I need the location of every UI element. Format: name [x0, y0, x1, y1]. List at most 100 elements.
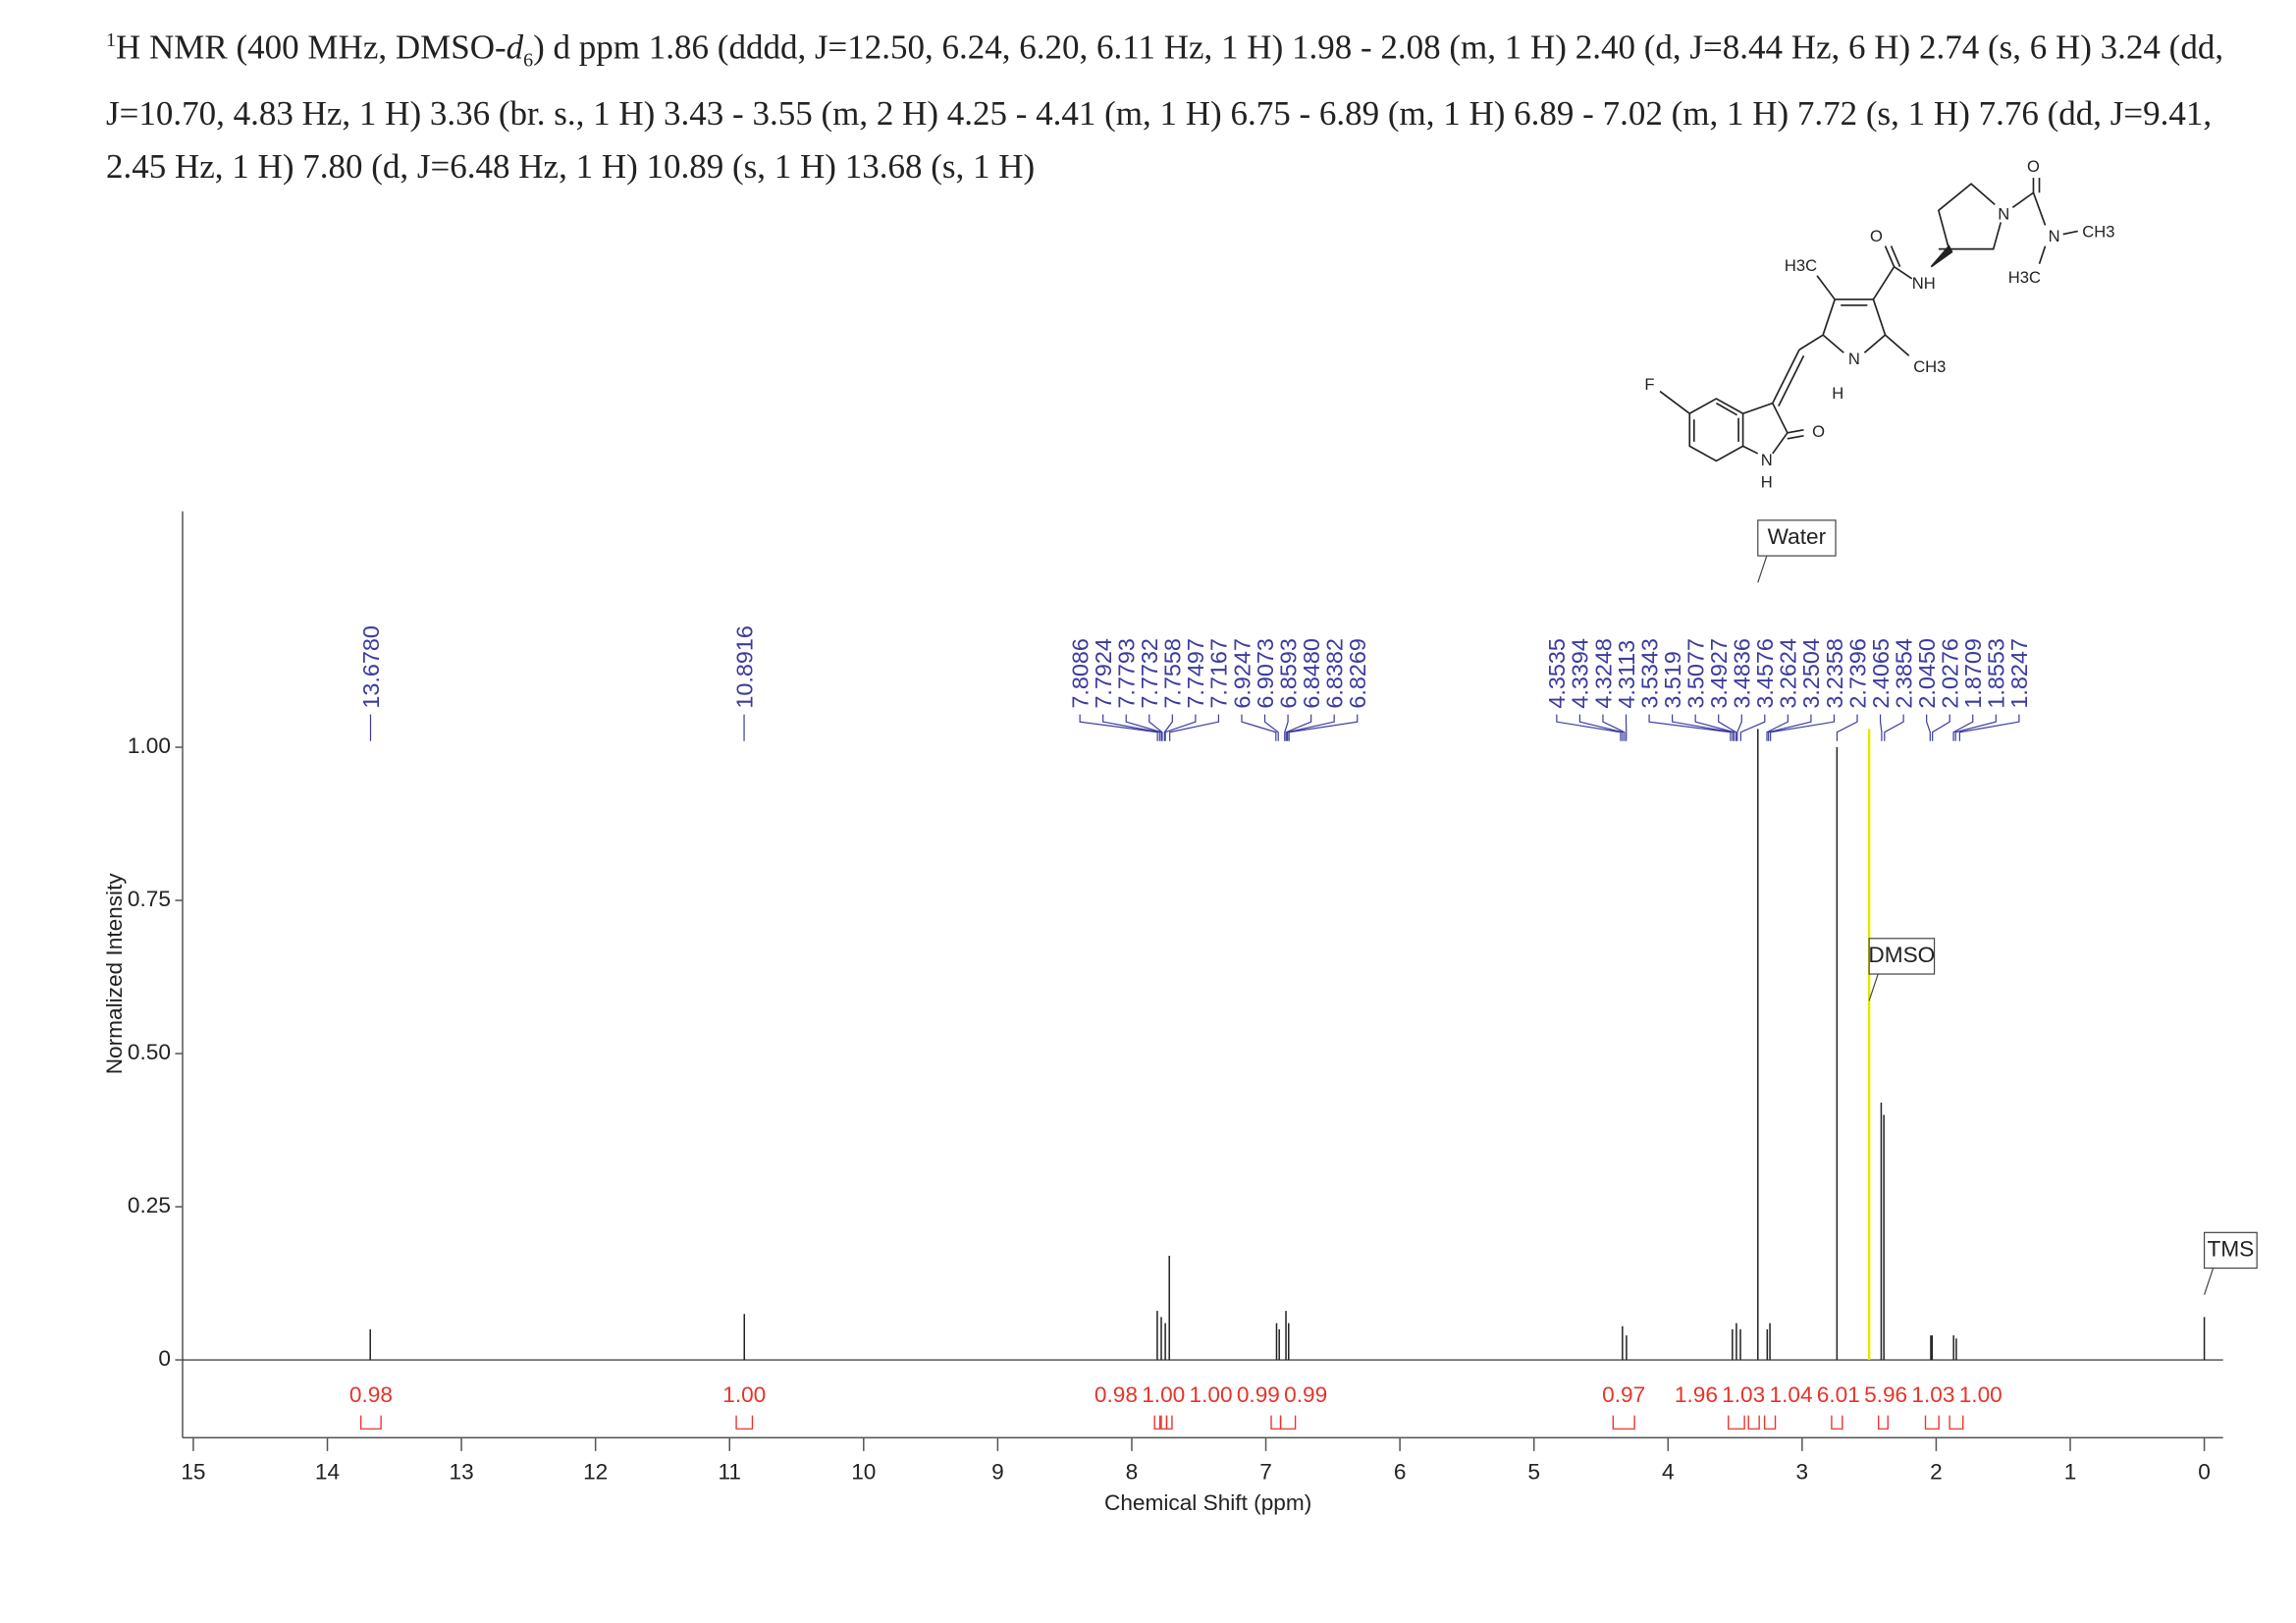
- atom-label: H: [1832, 384, 1843, 403]
- annotation-label: DMSO: [1868, 943, 1935, 967]
- peak-label-connector: [1284, 714, 1289, 741]
- x-tick-label: 2: [1930, 1460, 1943, 1485]
- integral-label: 1.04: [1769, 1382, 1812, 1407]
- integral-bracket: [1612, 1415, 1635, 1430]
- peak-label: 6.8269: [1345, 638, 1370, 709]
- peak-label: 6.8382: [1321, 638, 1347, 709]
- peak-label: 2.7396: [1844, 638, 1870, 709]
- peak-label: 3.4836: [1730, 638, 1755, 709]
- peak-label-connector: [1770, 714, 1836, 741]
- integral-label: 0.97: [1602, 1382, 1645, 1407]
- atom-label: H3C: [2008, 268, 2041, 287]
- x-tick-label: 10: [851, 1460, 876, 1485]
- atom-label: H: [1761, 473, 1773, 492]
- x-tick-label: 0: [2198, 1460, 2211, 1485]
- peak-label: 6.9247: [1229, 638, 1255, 709]
- x-tick-label: 6: [1394, 1460, 1407, 1485]
- peak-label: 4.3535: [1544, 638, 1570, 709]
- y-tick-label: 1.00: [128, 733, 171, 758]
- integral-bracket: [1728, 1415, 1745, 1430]
- integral-label: 0.98: [1095, 1382, 1138, 1407]
- peak-label-connector: [1884, 714, 1904, 741]
- header-italic: d: [506, 27, 524, 67]
- x-tick-label: 9: [991, 1460, 1004, 1485]
- peak-label: 1.8553: [1984, 638, 2009, 709]
- x-tick-label: 1: [2064, 1460, 2077, 1485]
- integral-label: 1.00: [1190, 1382, 1233, 1407]
- atom-label: F: [1644, 375, 1654, 394]
- header: 1H NMR (400 MHz, DMSO-d6) d ppm 1.86 (dd…: [106, 14, 2256, 193]
- peak-label: 1.8247: [2006, 638, 2032, 709]
- atom-label: NH: [1912, 274, 1936, 293]
- peak-label-connector: [1932, 714, 1950, 741]
- integral-label: 0.99: [1237, 1382, 1280, 1407]
- integral-label: 0.99: [1284, 1382, 1327, 1407]
- integral-bracket: [1831, 1415, 1843, 1430]
- atom-label: N: [1761, 451, 1773, 469]
- peak-label-connector: [1836, 714, 1858, 741]
- peak-label-connector: [1768, 714, 1812, 741]
- annotation-pointer: [1868, 973, 1879, 1001]
- atom-label: O: [1870, 227, 1883, 245]
- peak-label-connector: [1736, 714, 1742, 741]
- peak-label: 2.0450: [1914, 638, 1940, 709]
- peak-label: 4.3248: [1590, 638, 1616, 709]
- peak-label-connector: [1079, 714, 1158, 741]
- peak-label: 7.7732: [1137, 638, 1162, 709]
- peak-label-connector: [1694, 714, 1735, 741]
- peak-label: 3.4927: [1706, 638, 1732, 709]
- y-tick-label: 0: [158, 1346, 171, 1371]
- integral-bracket: [359, 1415, 382, 1430]
- annotation-box: [2203, 1231, 2258, 1270]
- integral-label: 1.00: [722, 1382, 766, 1407]
- peak-label: 2.3854: [1891, 638, 1916, 709]
- integral-label: 1.03: [1722, 1382, 1765, 1407]
- peak-label-connector: [1602, 714, 1626, 741]
- peak-label-connector: [1125, 714, 1162, 741]
- peak-label-connector: [1926, 714, 1931, 741]
- peak-label: 3.4576: [1752, 638, 1778, 709]
- annotation-pointer: [2204, 1268, 2215, 1295]
- peak-label: 4.3394: [1568, 638, 1593, 709]
- integral-label: 0.98: [349, 1382, 393, 1407]
- header-sub: 6: [523, 49, 534, 72]
- integral-bracket: [1747, 1415, 1760, 1430]
- peak-label-connector: [1718, 714, 1737, 741]
- integral-label: 1.96: [1675, 1382, 1718, 1407]
- peak-label: 10.8916: [731, 625, 757, 709]
- annotation-label: TMS: [2207, 1236, 2254, 1261]
- integral-label: 1.03: [1911, 1382, 1954, 1407]
- peak-label: 3.2504: [1798, 638, 1824, 709]
- peak-label: 2.4065: [1868, 638, 1894, 709]
- structure: F N H O N H H3C CH3 O NH N O N CH3 H3C: [1644, 157, 2114, 492]
- peak-label: 3.5343: [1636, 638, 1662, 709]
- peak-label: 3.5077: [1682, 638, 1708, 709]
- peak-label-connector: [1288, 714, 1359, 741]
- integral-bracket: [1165, 1415, 1173, 1430]
- peak-label-connector: [1954, 714, 1997, 741]
- x-tick-label: 7: [1259, 1460, 1272, 1485]
- peak-label: 2.0276: [1938, 638, 1963, 709]
- header-text: H NMR (400 MHz, DMSO-: [116, 27, 507, 67]
- y-axis-title: Normalized Intensity: [102, 873, 127, 1075]
- peak-label-connector: [1952, 714, 1974, 741]
- integral-bracket: [735, 1415, 754, 1430]
- annotation-label: Water: [1768, 524, 1827, 549]
- peak-label: 3.2358: [1822, 638, 1847, 709]
- peak-label: 7.8086: [1067, 638, 1093, 709]
- peak-label: 6.8593: [1275, 638, 1301, 709]
- peak-label-connector: [1241, 714, 1277, 741]
- annotation-box: [1757, 519, 1837, 557]
- x-tick-label: 13: [449, 1460, 473, 1485]
- atom-label: O: [1812, 422, 1825, 441]
- atom-label: H3C: [1785, 256, 1817, 275]
- annotation-pointer: [1757, 555, 1768, 583]
- atom-label: N: [2049, 227, 2060, 245]
- x-tick-label: 5: [1527, 1460, 1540, 1485]
- peak-label: 4.3113: [1614, 640, 1639, 709]
- peak-label: 13.6780: [358, 625, 384, 709]
- header-rest: ) d ppm 1.86 (dddd, J=12.50, 6.24, 6.20,…: [106, 27, 2224, 186]
- integral-bracket: [1763, 1415, 1777, 1430]
- atom-label: CH3: [2082, 222, 2114, 241]
